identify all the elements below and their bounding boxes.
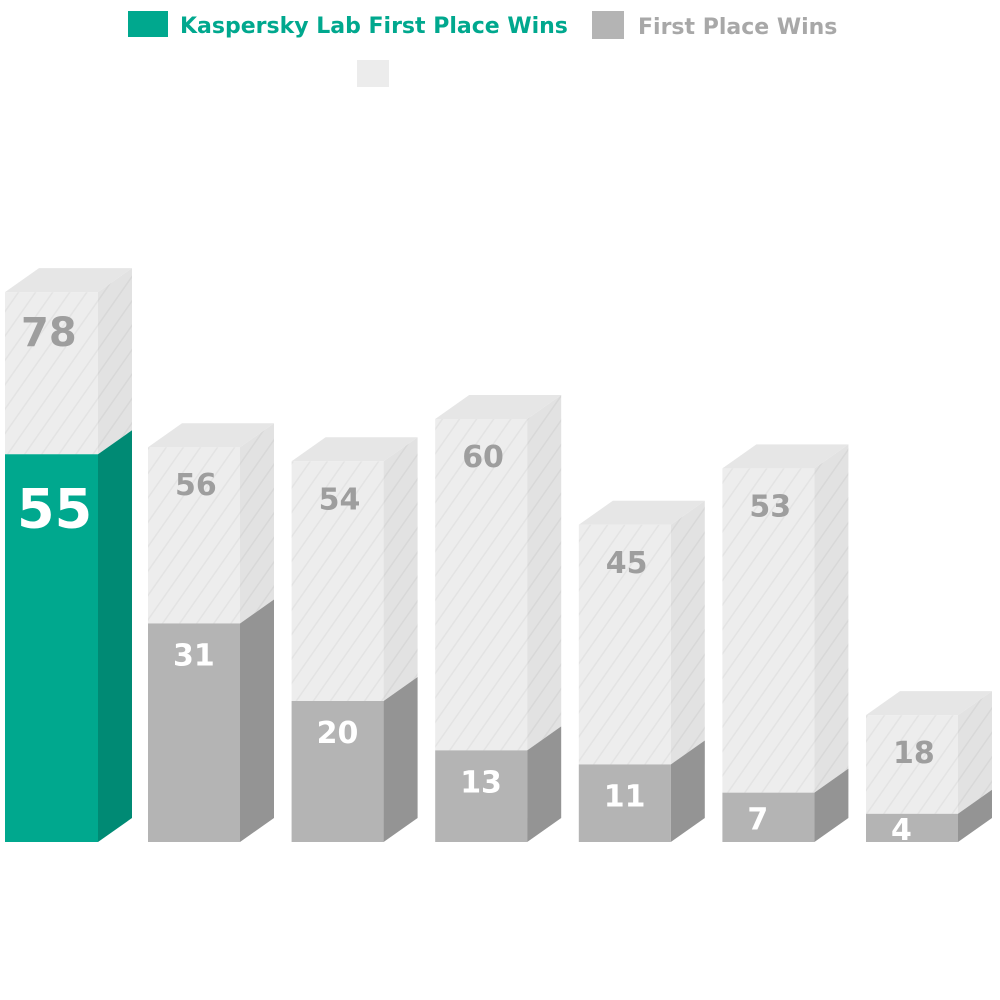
total-label-6: 53	[749, 489, 791, 524]
bar-total-front-6	[722, 468, 815, 793]
bar-total-top-4	[435, 395, 562, 419]
bar-total-top-5	[578, 500, 705, 525]
wins-label-5: 11	[604, 779, 646, 814]
bar-total-front-4	[435, 419, 528, 751]
bar-group-2: 56 31	[148, 423, 274, 842]
bar-total-side-4	[527, 395, 562, 751]
bar-total-top-2	[148, 423, 274, 448]
bar-wins-front-3	[291, 701, 384, 842]
bar-total-front-3	[291, 461, 384, 701]
total-label-3: 54	[319, 482, 361, 517]
bar-total-top-1	[5, 268, 132, 293]
legend: Kaspersky Lab First Place Wins First Plac…	[128, 11, 837, 87]
bar-group-5: 45 11	[578, 500, 705, 842]
bar-total-side-5	[670, 500, 705, 765]
bar-wins-side-2	[240, 599, 274, 842]
total-label-5: 45	[606, 546, 648, 581]
wins-label-4: 13	[460, 765, 502, 800]
bar-wins-side-7	[958, 789, 992, 842]
bar-wins-side-3	[383, 677, 418, 842]
bar-group-6: 53 7	[722, 444, 849, 842]
total-label-1: 78	[21, 310, 77, 356]
bar-wins-front-4	[435, 750, 528, 842]
total-label-4: 60	[462, 440, 504, 475]
bar-total-front-2	[148, 447, 240, 624]
wins-label-6: 7	[747, 802, 768, 837]
bar-wins-front-1	[5, 454, 98, 842]
bar-wins-front-5	[578, 764, 671, 842]
wins-label-2: 31	[173, 638, 215, 673]
bar-wins-side-6	[814, 768, 849, 842]
bar-wins-side-5	[670, 740, 705, 842]
bar-group-1: 78 55	[5, 268, 132, 842]
bar-total-front-5	[578, 524, 671, 765]
bar-total-side-2	[240, 423, 274, 624]
legend-label-1: Kaspersky Lab First Place Wins	[180, 14, 568, 39]
bar-total-side-3	[383, 437, 418, 701]
bar-wins-side-4	[527, 726, 562, 842]
legend-label-2: First Place Wins	[638, 15, 837, 40]
bar-wins-front-2	[148, 623, 240, 842]
bar-total-side-1	[98, 268, 132, 455]
bar-wins-front-6	[722, 792, 815, 842]
wins-label-1: 55	[17, 477, 92, 540]
bar-total-top-7	[866, 691, 992, 716]
bar-group-4: 60 13	[435, 395, 562, 842]
total-label-7: 18	[893, 736, 935, 771]
legend-swatch-1	[128, 11, 168, 37]
bar-total-side-6	[814, 444, 849, 793]
bar-total-top-6	[722, 444, 849, 469]
bar-total-front-7	[866, 715, 958, 814]
legend-swatch-2	[592, 11, 624, 39]
bar-total-side-7	[958, 691, 992, 814]
bar-group-7: 18 4	[866, 691, 992, 848]
legend-swatch-3	[357, 60, 389, 87]
bar-wins-side-1	[98, 430, 132, 842]
bar-total-top-3	[291, 437, 418, 462]
bar-wins-front-7	[866, 813, 958, 842]
wins-label-7: 4	[891, 813, 912, 848]
total-label-2: 56	[175, 468, 217, 503]
bar-total-front-1	[5, 292, 98, 455]
bars: 78 55 56 31 54 20 60 13 45 11 53 7 18 4	[5, 268, 992, 848]
bar-group-3: 54 20	[291, 437, 418, 842]
wins-label-3: 20	[317, 716, 359, 751]
